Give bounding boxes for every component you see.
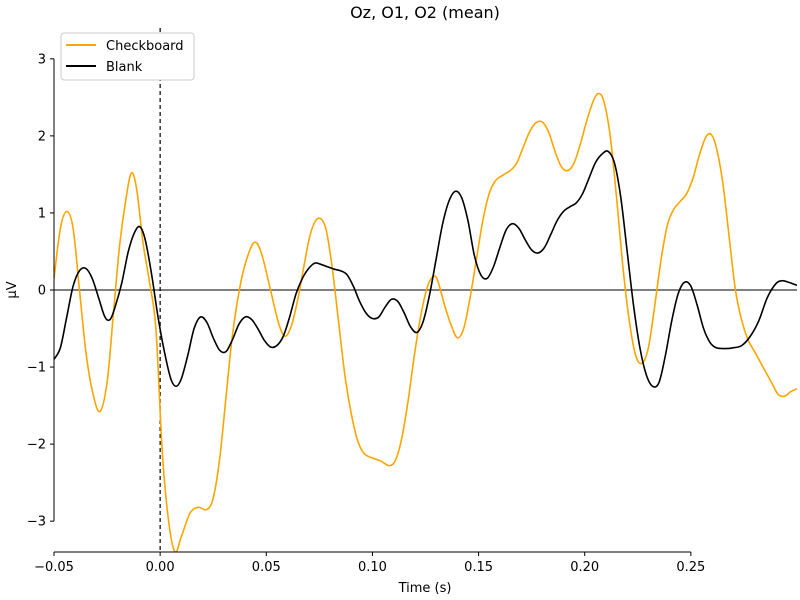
y-axis-ticks: −3 −2 −1 0 1 2 3 [27,52,54,530]
y-tick-label: 2 [38,129,46,144]
x-axis-ticks: −0.05 0.00 0.05 0.10 0.15 0.20 0.25 [34,552,705,575]
legend-label-blank: Blank [106,60,143,75]
series-line-checkboard [54,92,797,552]
legend: Checkboard Blank [60,32,195,81]
x-tick-label: 0.00 [146,560,175,575]
y-tick-label: −3 [27,515,46,530]
y-axis-label: µV [5,281,20,298]
x-axis-label: Time (s) [398,581,452,596]
legend-label-checkboard: Checkboard [106,39,184,54]
x-tick-label: 0.05 [252,560,281,575]
y-tick-label: 0 [38,284,46,299]
y-tick-label: 1 [38,206,46,221]
x-tick-label: 0.20 [570,560,599,575]
x-tick-label: −0.05 [34,560,74,575]
x-tick-label: 0.15 [464,560,493,575]
x-tick-label: 0.10 [358,560,387,575]
y-tick-label: −1 [27,361,46,376]
y-tick-label: −2 [27,438,46,453]
y-tick-label: 3 [38,52,46,67]
series-line-blank [54,150,797,388]
x-tick-label: 0.25 [676,560,705,575]
chart-title: Oz, O1, O2 (mean) [350,3,500,22]
